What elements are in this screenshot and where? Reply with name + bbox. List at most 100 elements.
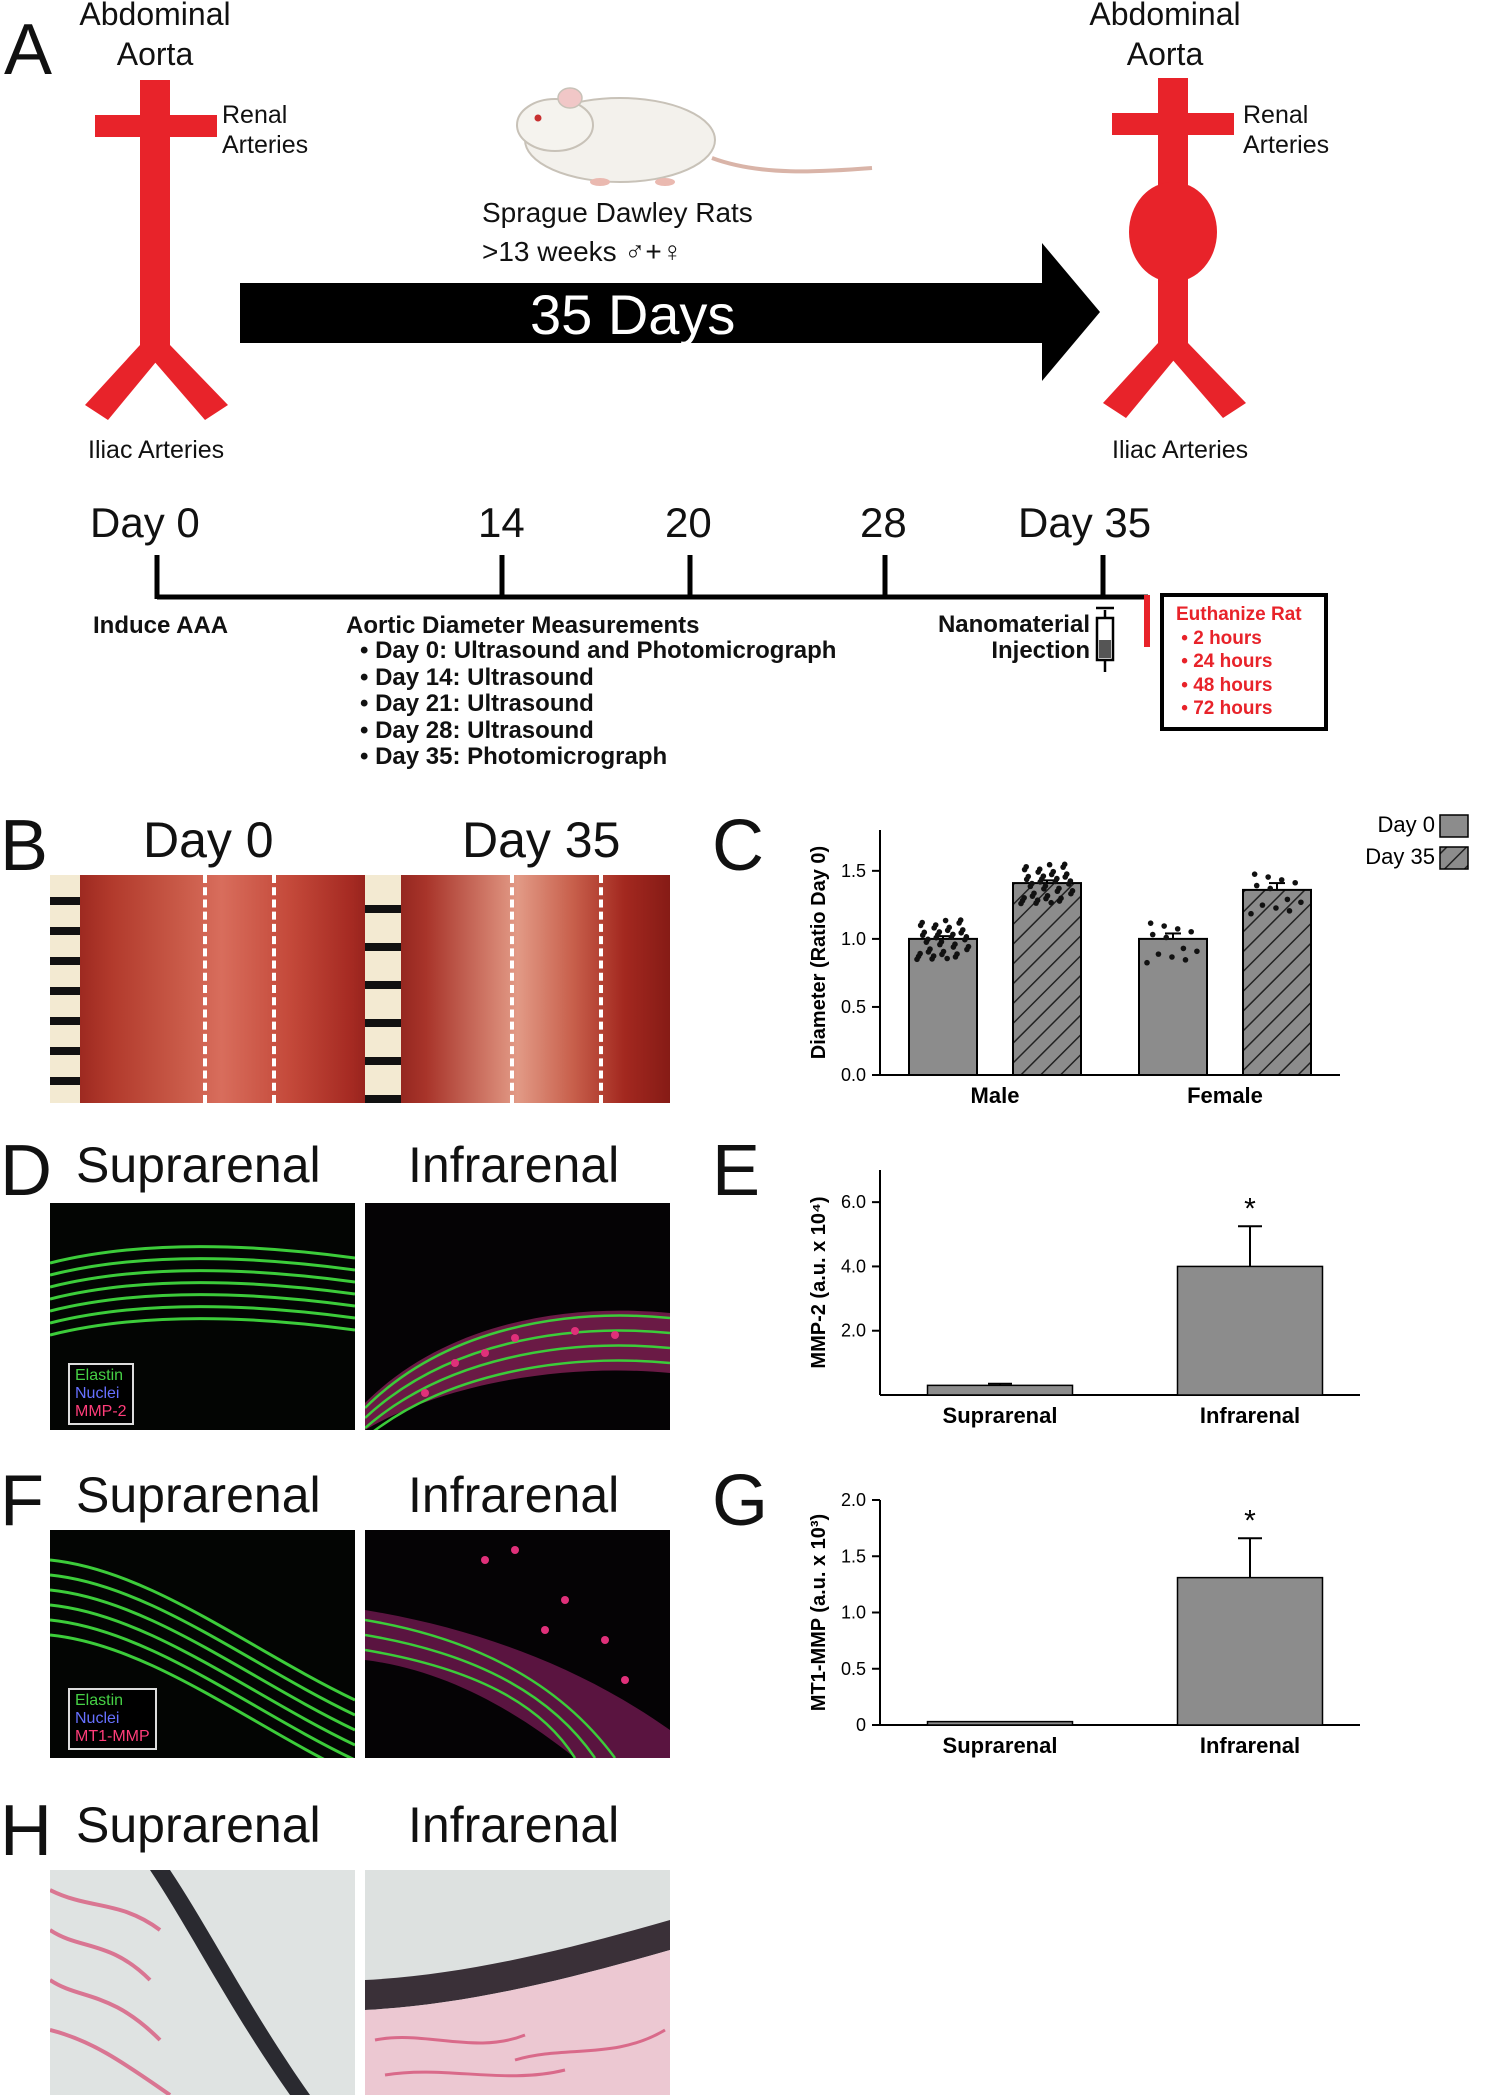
ruler-scale — [50, 875, 80, 1103]
data-point — [957, 917, 964, 923]
photomicrograph-day0 — [50, 875, 393, 1103]
panel-letter-g: G — [712, 1461, 769, 1541]
x-category-label: Infrarenal — [1200, 1403, 1300, 1428]
left-aorta-title: Abdominal Aorta — [79, 0, 231, 72]
y-tick-label: 0.5 — [841, 1659, 866, 1679]
panel-b-label-right: Day 35 — [462, 812, 621, 868]
data-point — [1044, 892, 1051, 899]
data-point — [1144, 959, 1150, 966]
data-point — [1050, 868, 1057, 875]
data-point — [1149, 931, 1156, 938]
panel-letter-a: A — [4, 10, 53, 90]
data-point — [1040, 873, 1047, 879]
bar — [1012, 882, 1082, 1077]
histology-tissue — [50, 1870, 310, 2095]
y-tick-label: 2.0 — [841, 1490, 866, 1510]
elastin-fibers — [50, 1558, 355, 1758]
data-point — [1046, 861, 1053, 868]
data-point — [1147, 920, 1154, 926]
fluorescence-image-suprarenal-mt1mmp: Elastin Nuclei MT1-MMP — [50, 1530, 355, 1758]
data-point — [1273, 905, 1279, 911]
data-point — [1058, 895, 1064, 901]
data-point — [1259, 902, 1266, 908]
rat-line-2: >13 weeks ♂+♀ — [482, 236, 683, 267]
timeline-label-day35: Day 35 — [1018, 499, 1152, 546]
legend-mt1mmp: MT1-MMP — [75, 1728, 150, 1745]
histology-image-infrarenal — [365, 1870, 670, 2095]
timeline-label-20: 20 — [665, 499, 712, 546]
significance-marker: * — [1244, 1504, 1256, 1537]
panel-d-label-left: Suprarenal — [76, 1137, 321, 1193]
euthanize-item: • 48 hours — [1176, 674, 1273, 696]
data-point — [932, 922, 939, 928]
vessel-boundary-left — [203, 875, 207, 1103]
fluorescence-image-suprarenal-mmp2: Elastin Nuclei MMP-2 — [50, 1203, 355, 1430]
data-point — [1286, 908, 1293, 914]
data-point — [1251, 871, 1258, 877]
data-point — [919, 919, 925, 926]
right-aorta-title: Abdominal Aorta — [1089, 0, 1241, 72]
legend-swatch — [1439, 814, 1469, 838]
data-point — [1292, 879, 1298, 886]
fluorescence-image-infrarenal-mmp2 — [365, 1203, 670, 1430]
y-tick-label: 1.5 — [841, 861, 866, 881]
euthanize-title: Euthanize Rat — [1176, 604, 1302, 625]
legend-label: Day 35 — [1365, 844, 1435, 869]
euthanize-marker — [1144, 595, 1150, 647]
rat-line-1: Sprague Dawley Rats — [482, 197, 753, 228]
data-point — [1054, 875, 1060, 882]
x-category-label: Infrarenal — [1200, 1733, 1300, 1758]
panel-letter-h: H — [0, 1791, 52, 1871]
panel-h-label-left: Suprarenal — [76, 1797, 321, 1853]
data-point — [946, 924, 953, 931]
panel-d-label-right: Infrarenal — [408, 1137, 620, 1193]
ruler-scale — [365, 875, 401, 1103]
data-point — [952, 941, 958, 947]
y-axis-label: MT1-MMP (a.u. x 10³) — [808, 1514, 830, 1711]
euthanize-item: • 72 hours — [1176, 698, 1273, 719]
data-point — [940, 948, 947, 955]
elastin-fibers — [50, 1245, 355, 1337]
data-point — [1029, 880, 1035, 887]
panel-letter-b: B — [0, 806, 49, 886]
timeline-label-28: 28 — [860, 499, 907, 546]
elastin-fibers — [365, 1546, 670, 1758]
bar — [1176, 1576, 1324, 1726]
y-tick-label: 0.5 — [841, 997, 866, 1017]
elastin-fibers — [365, 1310, 670, 1430]
legend-label: Day 0 — [1378, 812, 1435, 837]
data-point — [936, 929, 943, 935]
data-point — [930, 953, 937, 959]
y-tick-label: 1.0 — [841, 1603, 866, 1623]
data-point — [917, 950, 923, 957]
euthanize-item: • 24 hours — [1176, 651, 1273, 672]
data-point — [950, 931, 956, 938]
data-point — [1253, 882, 1260, 889]
data-point — [1188, 928, 1194, 935]
chart-e: 2.0 4.0 6.0 MMP-2 (a.u. x 10⁴) Suprarenal * In… — [808, 1170, 1360, 1428]
aneurysm-aorta-drawing — [1103, 78, 1246, 418]
bar — [1242, 888, 1312, 1076]
data-point — [1042, 883, 1049, 889]
euthanize-box — [1160, 593, 1328, 731]
data-point — [1056, 885, 1062, 892]
vessel-boundary-left — [510, 875, 514, 1103]
x-category-label: Suprarenal — [943, 1733, 1058, 1758]
data-point — [1174, 926, 1181, 932]
y-tick-label: 0 — [856, 1715, 866, 1735]
measurement-item: • Day 14: Ultrasound — [360, 663, 594, 691]
data-point — [963, 934, 970, 940]
data-point — [1031, 890, 1037, 897]
data-point — [1061, 861, 1068, 868]
vessel-boundary-right — [272, 875, 276, 1103]
timeline-svg — [154, 555, 1328, 731]
data-point — [927, 946, 933, 952]
data-point — [1284, 896, 1291, 903]
data-point — [1023, 863, 1029, 870]
injection-label: Nanomaterial Injection — [937, 611, 1090, 664]
data-point — [1161, 923, 1167, 929]
data-point — [938, 938, 945, 945]
data-point — [1034, 897, 1041, 904]
data-point — [942, 917, 949, 924]
data-point — [1036, 866, 1043, 872]
